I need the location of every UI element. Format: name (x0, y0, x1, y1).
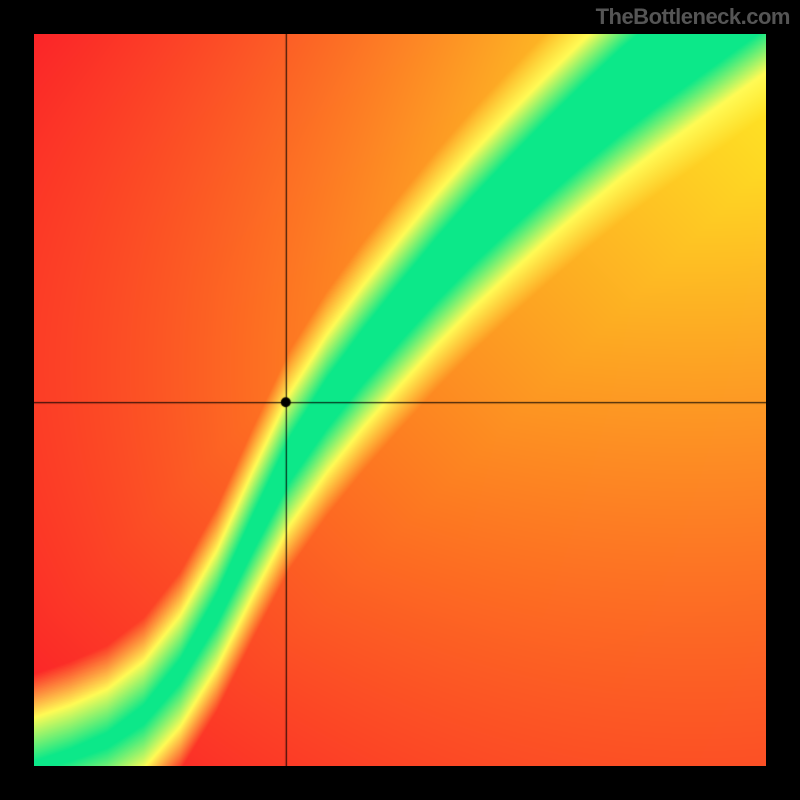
bottleneck-heatmap (34, 34, 766, 766)
chart-container: TheBottleneck.com (0, 0, 800, 800)
watermark-text: TheBottleneck.com (596, 4, 790, 30)
